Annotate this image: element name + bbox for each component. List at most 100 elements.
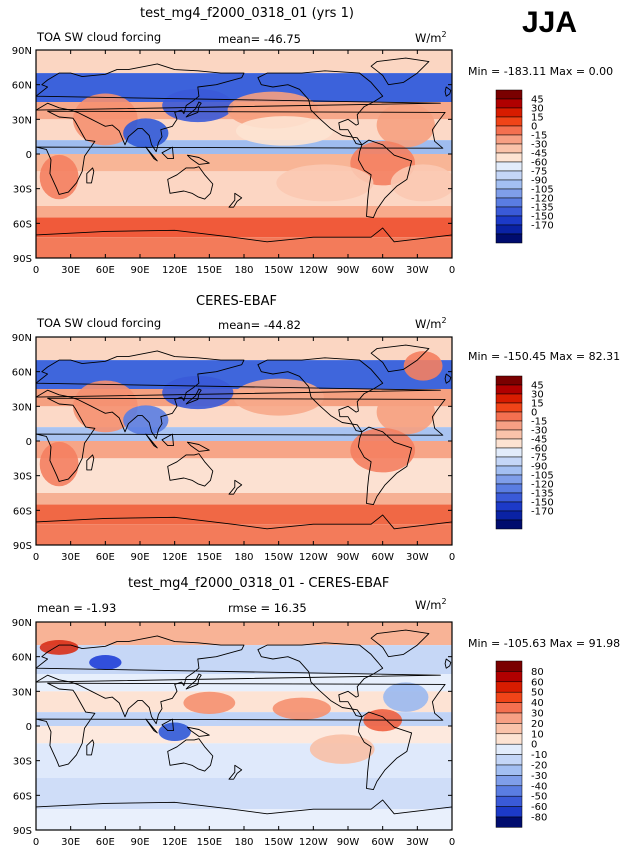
coastline [357, 139, 413, 219]
colorbar-label: 0 [531, 740, 537, 751]
x-tick-label: 90E [130, 837, 149, 848]
field-band [36, 809, 452, 830]
colorbar-label: -30 [531, 771, 547, 782]
panel-2-variable: TOA SW cloud forcing [37, 316, 162, 330]
y-tick-label: 90N [12, 333, 32, 344]
field-blob [162, 375, 234, 410]
field-blob [376, 102, 435, 148]
colorbar-label: -120 [531, 194, 554, 205]
colorbar-swatch [495, 224, 523, 235]
colorbar-swatch [495, 483, 523, 494]
field-band [36, 237, 452, 258]
colorbar-label: 0 [531, 408, 537, 419]
colorbar-swatch [495, 107, 523, 118]
panel-1-mean: mean= -46.75 [218, 32, 301, 46]
colorbar-label: -105 [531, 471, 554, 482]
colorbar-swatch [495, 712, 523, 724]
field-blob [123, 118, 169, 148]
field-blob [276, 164, 374, 202]
x-tick-label: 180 [234, 552, 253, 563]
season-label: JJA [522, 6, 578, 39]
colorbar-label: -45 [531, 435, 547, 446]
colorbar-swatch [495, 188, 523, 199]
field-blob [39, 154, 79, 200]
coastline [257, 642, 384, 718]
y-tick-label: 0 [26, 150, 32, 161]
panel-1-title: test_mg4_f2000_0318_01 (yrs 1) [140, 6, 354, 21]
colorbar-swatch [495, 474, 523, 485]
x-tick-label: 150W [264, 265, 293, 276]
colorbar-label: 50 [531, 688, 544, 699]
panel-3-rmse: rmse = 16.35 [228, 601, 307, 615]
x-tick-label: 120E [162, 552, 187, 563]
colorbar-swatch [495, 161, 523, 172]
colorbar-swatch [495, 438, 523, 449]
colorbar-swatch [495, 197, 523, 208]
panel-2-title: CERES-EBAF [196, 294, 277, 309]
x-tick-label: 0 [449, 265, 455, 276]
colorbar-label: -10 [531, 750, 547, 761]
colorbar-label: 30 [531, 390, 544, 401]
colorbar-label: -90 [531, 462, 547, 473]
y-tick-label: 30S [13, 757, 32, 768]
colorbar-label: -20 [531, 761, 547, 772]
colorbar-swatch [495, 691, 523, 703]
field-blob [383, 682, 429, 712]
x-tick-label: 30E [61, 837, 80, 848]
colorbar-label: -90 [531, 176, 547, 187]
colorbar-swatch [495, 723, 523, 735]
colorbar-swatch [495, 465, 523, 476]
coastline [167, 453, 214, 487]
field-blob [403, 351, 443, 381]
x-tick-label: 180 [234, 265, 253, 276]
colorbar-label: -60 [531, 444, 547, 455]
colorbar-label: 80 [531, 667, 544, 678]
y-tick-label: 30N [12, 115, 32, 126]
y-tick-label: 60N [12, 81, 32, 92]
field-band [36, 778, 452, 810]
x-tick-label: 60E [96, 837, 115, 848]
y-tick-label: 30N [12, 687, 32, 698]
coastline [186, 441, 210, 452]
coastline [228, 192, 243, 208]
colorbar-label: -50 [531, 792, 547, 803]
coastline [167, 166, 214, 200]
map-field-3 [36, 622, 452, 830]
coastline [161, 718, 174, 732]
colorbar-swatch [495, 170, 523, 181]
x-tick-label: 30W [406, 552, 429, 563]
y-tick-label: 90S [13, 826, 32, 837]
x-tick-label: 150E [197, 552, 222, 563]
colorbar-label: 45 [531, 381, 544, 392]
colorbar-swatch [495, 456, 523, 467]
colorbar-swatch [495, 775, 523, 787]
colorbar-label: -135 [531, 489, 554, 500]
colorbar-label: -120 [531, 480, 554, 491]
colorbar-label: -15 [531, 417, 547, 428]
coastline [257, 70, 384, 146]
x-tick-label: 90W [337, 265, 360, 276]
colorbar-label: -135 [531, 203, 554, 214]
panel-2-mean: mean= -44.82 [218, 318, 301, 332]
colorbar-label: 30 [531, 709, 544, 720]
y-tick-label: 30S [13, 185, 32, 196]
x-tick-label: 90E [130, 552, 149, 563]
panel-1-minmax: Min = -183.11 Max = 0.00 [468, 65, 614, 78]
colorbar-swatch [495, 501, 523, 512]
coastline [36, 227, 452, 258]
colorbar-label: 15 [531, 399, 544, 410]
field-blob [183, 691, 236, 714]
map-field-2 [36, 337, 452, 545]
field-blob [309, 734, 375, 764]
colorbar-swatch [495, 733, 523, 745]
field-band [36, 524, 452, 545]
colorbar-label: -150 [531, 212, 554, 223]
colorbar-swatch [495, 816, 523, 828]
coastline [145, 146, 158, 162]
x-tick-label: 60W [371, 265, 394, 276]
colorbar-swatch [495, 519, 523, 530]
units-sup: 2 [441, 597, 447, 606]
coastline [145, 433, 158, 449]
colorbar-label: -60 [531, 158, 547, 169]
coastline [36, 397, 446, 482]
